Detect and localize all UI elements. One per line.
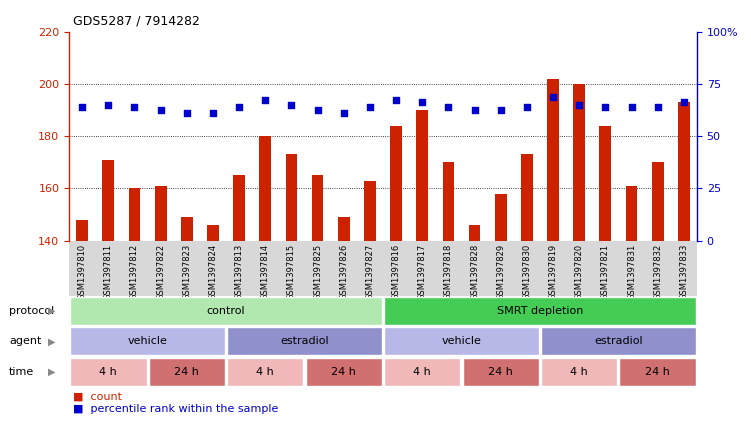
Bar <box>70 327 225 355</box>
Text: 4 h: 4 h <box>413 367 431 377</box>
Text: 4 h: 4 h <box>99 367 117 377</box>
Text: vehicle: vehicle <box>442 336 481 346</box>
Bar <box>306 358 382 386</box>
Point <box>76 104 88 111</box>
Bar <box>338 217 350 241</box>
Point <box>181 109 193 116</box>
Point <box>495 107 507 113</box>
Bar <box>227 327 382 355</box>
Text: ▶: ▶ <box>48 336 56 346</box>
Text: SMRT depletion: SMRT depletion <box>496 306 584 316</box>
Point <box>521 104 533 111</box>
Point <box>678 99 690 106</box>
Point <box>128 104 140 111</box>
Bar <box>312 176 324 241</box>
Text: control: control <box>207 306 246 316</box>
Bar <box>541 358 617 386</box>
Point <box>155 107 167 113</box>
Point <box>259 96 271 103</box>
Bar <box>442 162 454 241</box>
Point <box>573 102 585 108</box>
Text: protocol: protocol <box>9 306 54 316</box>
Text: 24 h: 24 h <box>174 367 199 377</box>
Point <box>416 99 428 106</box>
Point <box>233 104 245 111</box>
Bar <box>495 194 507 241</box>
Point <box>599 104 611 111</box>
Point <box>207 109 219 116</box>
Point <box>390 96 402 103</box>
Bar <box>155 186 167 241</box>
Text: 24 h: 24 h <box>331 367 356 377</box>
Bar <box>599 126 611 241</box>
Bar <box>364 181 376 241</box>
Text: time: time <box>9 367 35 377</box>
Point <box>652 104 664 111</box>
Point <box>442 104 454 111</box>
Bar <box>227 358 303 386</box>
Bar <box>620 358 696 386</box>
Point <box>547 93 559 100</box>
Text: vehicle: vehicle <box>128 336 167 346</box>
Bar <box>384 358 460 386</box>
Bar <box>128 189 140 241</box>
Bar <box>102 160 114 241</box>
Point <box>364 104 376 111</box>
Point <box>312 107 324 113</box>
Text: estradiol: estradiol <box>280 336 329 346</box>
Text: 24 h: 24 h <box>488 367 513 377</box>
Bar <box>77 220 88 241</box>
Point <box>626 104 638 111</box>
Bar <box>181 217 193 241</box>
Text: ■  count: ■ count <box>73 391 122 401</box>
Bar <box>285 154 297 241</box>
Bar <box>573 84 585 241</box>
Text: ■  percentile rank within the sample: ■ percentile rank within the sample <box>73 404 278 414</box>
Bar <box>626 186 638 241</box>
Text: 24 h: 24 h <box>645 367 670 377</box>
Bar <box>391 126 402 241</box>
Bar <box>547 79 559 241</box>
Bar <box>416 110 428 241</box>
Text: estradiol: estradiol <box>594 336 643 346</box>
Text: agent: agent <box>9 336 41 346</box>
Point <box>338 109 350 116</box>
Point <box>285 102 297 108</box>
Bar <box>678 102 689 241</box>
Bar <box>234 176 245 241</box>
Bar <box>207 225 219 241</box>
Text: 4 h: 4 h <box>570 367 588 377</box>
Bar <box>541 327 696 355</box>
Bar <box>463 358 539 386</box>
Bar <box>149 358 225 386</box>
Point <box>469 107 481 113</box>
Bar <box>384 327 539 355</box>
Bar <box>521 154 532 241</box>
Bar <box>70 297 382 325</box>
Text: ▶: ▶ <box>48 367 56 377</box>
Bar <box>384 297 696 325</box>
Text: GDS5287 / 7914282: GDS5287 / 7914282 <box>73 14 200 27</box>
Bar <box>652 162 664 241</box>
Point <box>102 102 114 108</box>
Bar <box>259 136 271 241</box>
Text: ▶: ▶ <box>48 306 56 316</box>
Bar <box>70 358 146 386</box>
Bar <box>469 225 481 241</box>
Text: 4 h: 4 h <box>256 367 274 377</box>
